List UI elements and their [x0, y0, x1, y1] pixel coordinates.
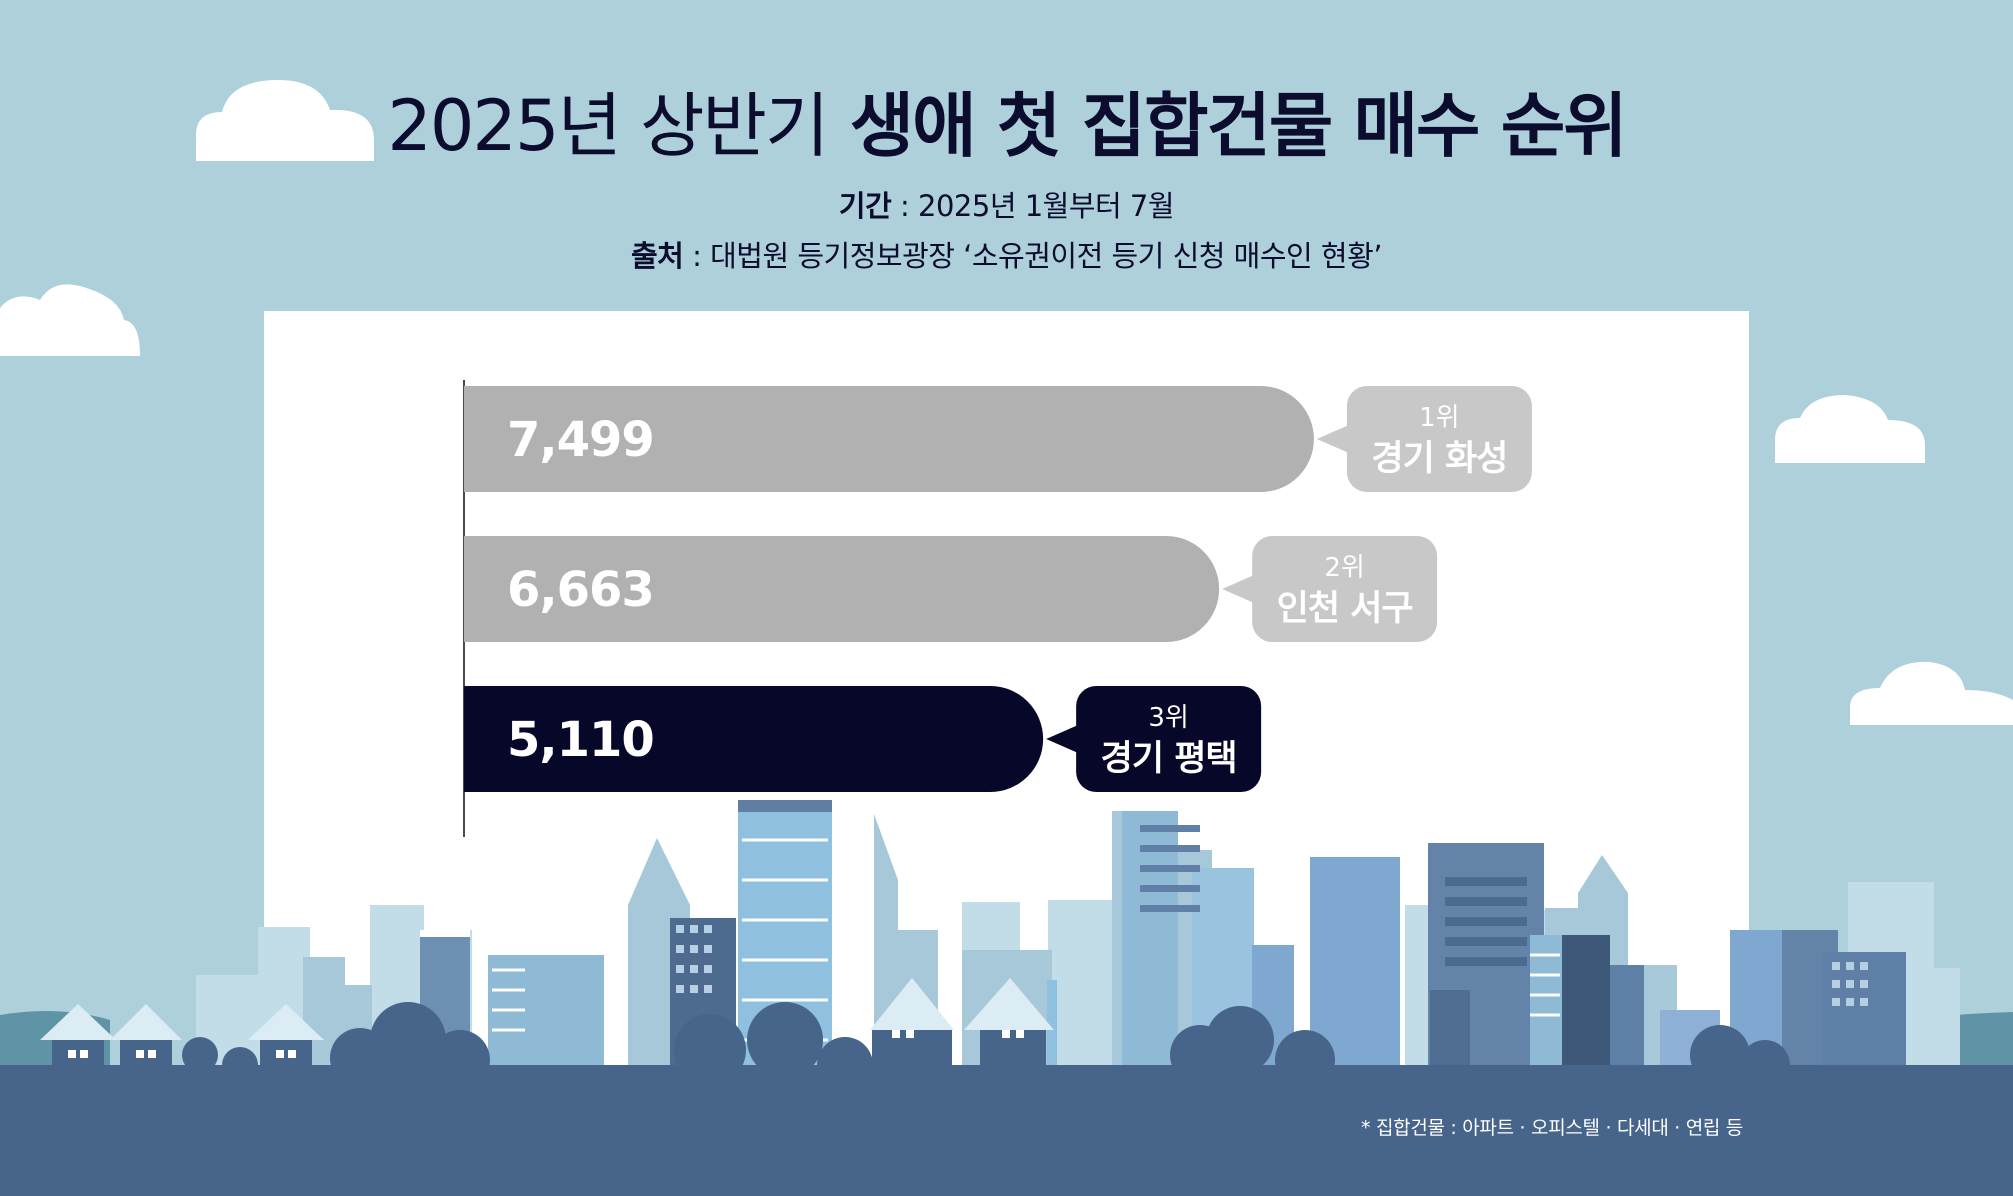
- cloud-icon: [196, 80, 374, 161]
- rank-label: 3위: [1148, 703, 1188, 733]
- rank-callout: [1346, 386, 1532, 492]
- title-normal: 2025년 상반기: [387, 85, 829, 167]
- period-line: 기간 : 2025년 1월부터 7월: [838, 189, 1175, 223]
- source-line: 출처 : 대법원 등기정보광장 ‘소유권이전 등기 신청 매수인 현황’: [631, 239, 1382, 273]
- bar: [464, 536, 1220, 642]
- rank-label: 2위: [1324, 553, 1364, 583]
- bar: [464, 686, 1044, 792]
- bar-value-label: 7,499: [507, 412, 654, 468]
- region-label: 경기 화성: [1371, 439, 1507, 479]
- source-value: 대법원 등기정보광장 ‘소유권이전 등기 신청 매수인 현황’: [710, 239, 1382, 273]
- building-windows: [676, 925, 1868, 1006]
- house: [964, 978, 1054, 1070]
- cloud-icon: [1775, 395, 1925, 463]
- building-windows: [1140, 825, 1200, 912]
- rank-label: 1위: [1419, 403, 1459, 433]
- cloud-icon: [1850, 661, 2013, 725]
- period-label: 기간: [838, 189, 892, 223]
- rank-callout: [1076, 686, 1262, 792]
- bar-value-label: 6,663: [507, 562, 654, 618]
- rank-callout-pointer: [1222, 575, 1255, 603]
- title-bold: 생애 첫 집합건물 매수 순위: [849, 85, 1628, 167]
- source-label: 출처: [631, 239, 684, 273]
- footnote: * 집합건물 : 아파트 · 오피스텔 · 다세대 · 연립 등: [1361, 1117, 1743, 1139]
- rank-callout: [1252, 536, 1438, 642]
- bar: [464, 386, 1314, 492]
- bar-value-label: 5,110: [507, 712, 654, 768]
- house: [870, 978, 954, 1070]
- rank-callout-pointer: [1316, 425, 1349, 453]
- cloud-icon: [0, 284, 140, 356]
- building-windows: [1445, 877, 1527, 966]
- region-label: 경기 평택: [1101, 739, 1237, 779]
- period-value: 2025년 1월부터 7월: [918, 189, 1175, 223]
- page-title: 2025년 상반기 생애 첫 집합건물 매수 순위: [0, 82, 2013, 170]
- rank-callout-pointer: [1046, 725, 1079, 753]
- region-label: 인천 서구: [1277, 589, 1413, 629]
- ground: [0, 1065, 2013, 1196]
